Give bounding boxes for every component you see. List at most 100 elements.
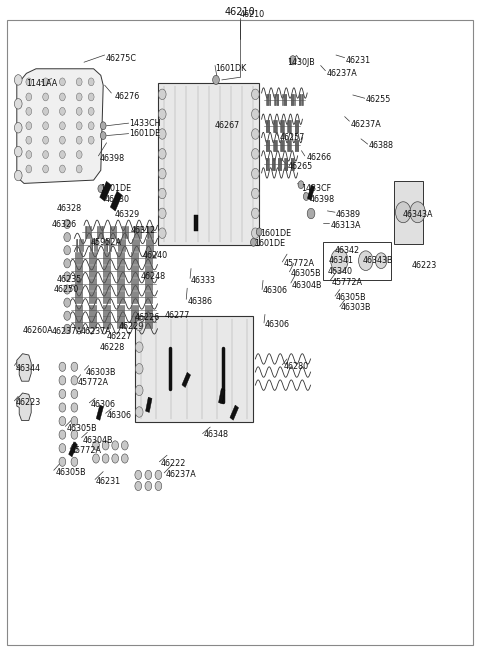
- Circle shape: [121, 454, 128, 463]
- Circle shape: [289, 56, 296, 65]
- Circle shape: [135, 407, 143, 417]
- Text: 46223: 46223: [412, 261, 437, 270]
- Text: 46306: 46306: [263, 286, 288, 295]
- Circle shape: [158, 188, 166, 198]
- Circle shape: [98, 185, 104, 193]
- Circle shape: [135, 470, 142, 479]
- Bar: [158, 83, 259, 245]
- Text: 1433CH: 1433CH: [130, 119, 161, 128]
- Circle shape: [60, 78, 65, 86]
- Text: 45952A: 45952A: [90, 238, 121, 247]
- Circle shape: [64, 246, 71, 255]
- Circle shape: [76, 151, 82, 159]
- Circle shape: [252, 89, 259, 100]
- Circle shape: [64, 272, 71, 281]
- Text: 46344: 46344: [15, 364, 40, 373]
- Text: 46240: 46240: [143, 251, 168, 260]
- Text: 45772A: 45772A: [283, 259, 314, 268]
- Text: 46303B: 46303B: [85, 367, 116, 377]
- Circle shape: [252, 149, 259, 159]
- Circle shape: [410, 202, 425, 223]
- Circle shape: [298, 181, 304, 189]
- Text: 46248: 46248: [140, 272, 165, 281]
- Circle shape: [158, 228, 166, 238]
- Bar: [110, 191, 122, 211]
- Text: 46333: 46333: [191, 276, 216, 285]
- Bar: [218, 388, 225, 404]
- Text: 46306: 46306: [265, 320, 290, 329]
- Circle shape: [375, 253, 387, 269]
- Circle shape: [59, 457, 66, 466]
- Text: 46228: 46228: [100, 343, 125, 352]
- Text: 46237A: 46237A: [350, 120, 381, 129]
- Circle shape: [43, 151, 48, 159]
- Bar: [193, 214, 198, 231]
- Circle shape: [14, 122, 22, 133]
- Circle shape: [359, 251, 373, 271]
- Text: 46227: 46227: [107, 332, 132, 341]
- Text: 46305B: 46305B: [290, 269, 321, 278]
- Text: 46306: 46306: [90, 400, 115, 409]
- Text: 46388: 46388: [369, 141, 394, 150]
- Circle shape: [71, 430, 78, 440]
- Text: 46231: 46231: [346, 56, 371, 65]
- Circle shape: [59, 443, 66, 453]
- Bar: [230, 405, 239, 421]
- Polygon shape: [17, 354, 31, 381]
- Text: 1601DE: 1601DE: [100, 184, 131, 193]
- Circle shape: [135, 364, 143, 374]
- Circle shape: [88, 122, 94, 130]
- Circle shape: [88, 93, 94, 101]
- Circle shape: [100, 132, 106, 140]
- Text: 46326: 46326: [52, 219, 77, 229]
- Circle shape: [396, 202, 411, 223]
- Circle shape: [43, 93, 48, 101]
- Text: 46305B: 46305B: [336, 293, 367, 302]
- Text: 46328: 46328: [57, 204, 82, 213]
- Text: 1601DK: 1601DK: [215, 64, 246, 73]
- Circle shape: [256, 228, 262, 236]
- Text: 46304B: 46304B: [292, 281, 323, 290]
- Text: 46306: 46306: [107, 411, 132, 420]
- Circle shape: [158, 149, 166, 159]
- Circle shape: [88, 136, 94, 144]
- Text: 46257: 46257: [279, 133, 305, 142]
- Text: 46398: 46398: [100, 154, 125, 163]
- Circle shape: [14, 147, 22, 157]
- Text: 46266: 46266: [306, 153, 331, 162]
- Circle shape: [59, 376, 66, 385]
- Text: 46313A: 46313A: [330, 221, 361, 230]
- Text: 1430JB: 1430JB: [287, 58, 315, 67]
- Text: 46340: 46340: [327, 267, 352, 276]
- Circle shape: [64, 219, 71, 229]
- Circle shape: [64, 324, 71, 333]
- Text: 46231: 46231: [96, 477, 121, 486]
- Text: 46267: 46267: [215, 121, 240, 130]
- Circle shape: [135, 385, 143, 396]
- Text: 1433CF: 1433CF: [301, 184, 332, 193]
- Circle shape: [135, 481, 142, 491]
- Text: 46389: 46389: [336, 210, 361, 219]
- Circle shape: [26, 122, 32, 130]
- Circle shape: [26, 151, 32, 159]
- Bar: [69, 441, 77, 457]
- Bar: [145, 397, 152, 413]
- Circle shape: [60, 136, 65, 144]
- Circle shape: [64, 298, 71, 307]
- Bar: [394, 181, 423, 244]
- Text: 46223: 46223: [15, 398, 41, 407]
- Circle shape: [252, 129, 259, 140]
- Text: 46303B: 46303B: [341, 303, 372, 312]
- Circle shape: [64, 259, 71, 268]
- Circle shape: [59, 417, 66, 426]
- Circle shape: [26, 136, 32, 144]
- Circle shape: [155, 481, 162, 491]
- Bar: [323, 242, 391, 280]
- Circle shape: [251, 238, 256, 246]
- Text: 46348: 46348: [204, 430, 229, 440]
- Circle shape: [60, 165, 65, 173]
- Circle shape: [43, 165, 48, 173]
- Text: 46250: 46250: [54, 285, 79, 294]
- Circle shape: [64, 285, 71, 294]
- Circle shape: [158, 208, 166, 219]
